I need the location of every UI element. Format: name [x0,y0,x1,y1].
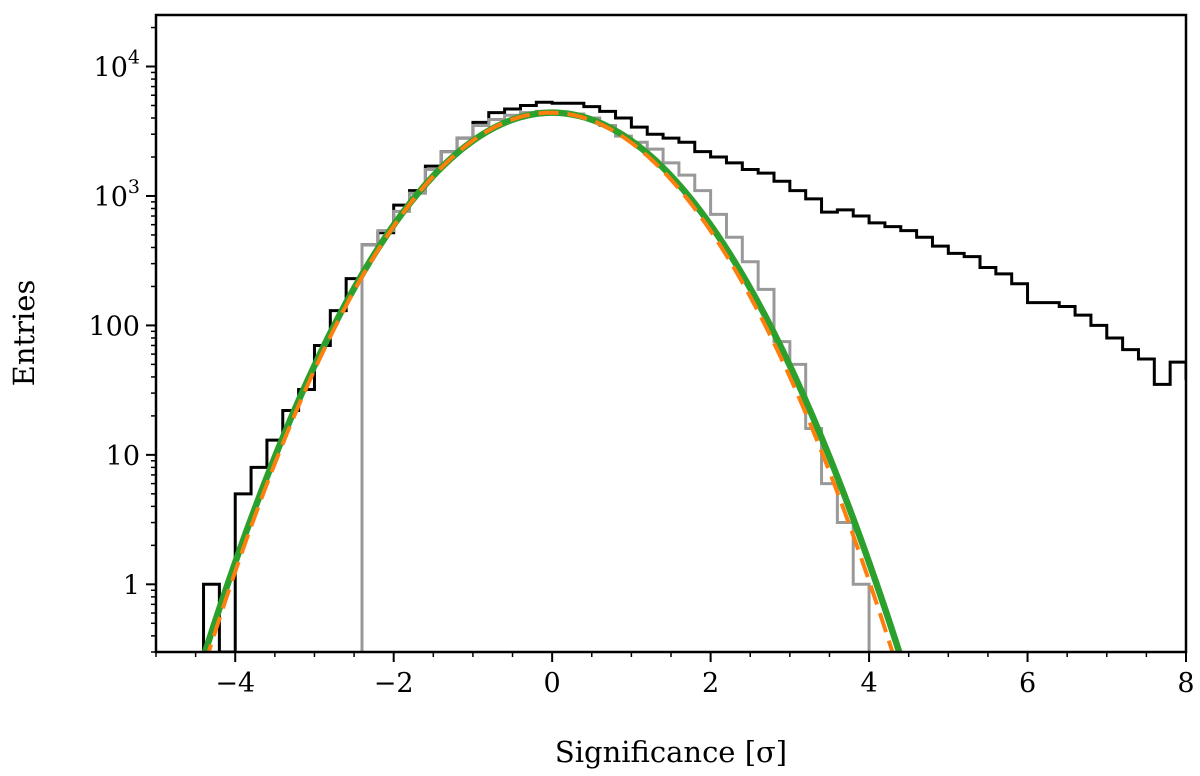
y-tick-label: 1 [123,570,140,601]
x-tick-label: 6 [1019,668,1036,699]
x-axis-label: Significance [σ] [555,735,787,769]
y-tick-label: 104 [94,47,140,84]
x-tick-label: 0 [544,668,561,699]
x-tick-label: 4 [860,668,877,699]
fit-curve-dashed-3 [206,110,895,652]
x-tick-label: −4 [215,668,255,699]
x-tick-label: 8 [1177,668,1194,699]
fit-curve-solid-2 [201,109,903,652]
y-tick-label: 10 [106,441,140,472]
series-layer [201,100,1186,652]
x-tick-label: 2 [702,668,719,699]
ticks-layer: −4 −2 0 2 4 6 8 1 10 100 103 104 [88,26,1195,699]
y-tick-label: 103 [94,176,140,213]
x-tick-label: −2 [374,668,414,699]
y-axis-label: Entries [7,280,41,387]
plot-frame [154,13,1188,654]
y-tick-label: 100 [88,311,140,342]
